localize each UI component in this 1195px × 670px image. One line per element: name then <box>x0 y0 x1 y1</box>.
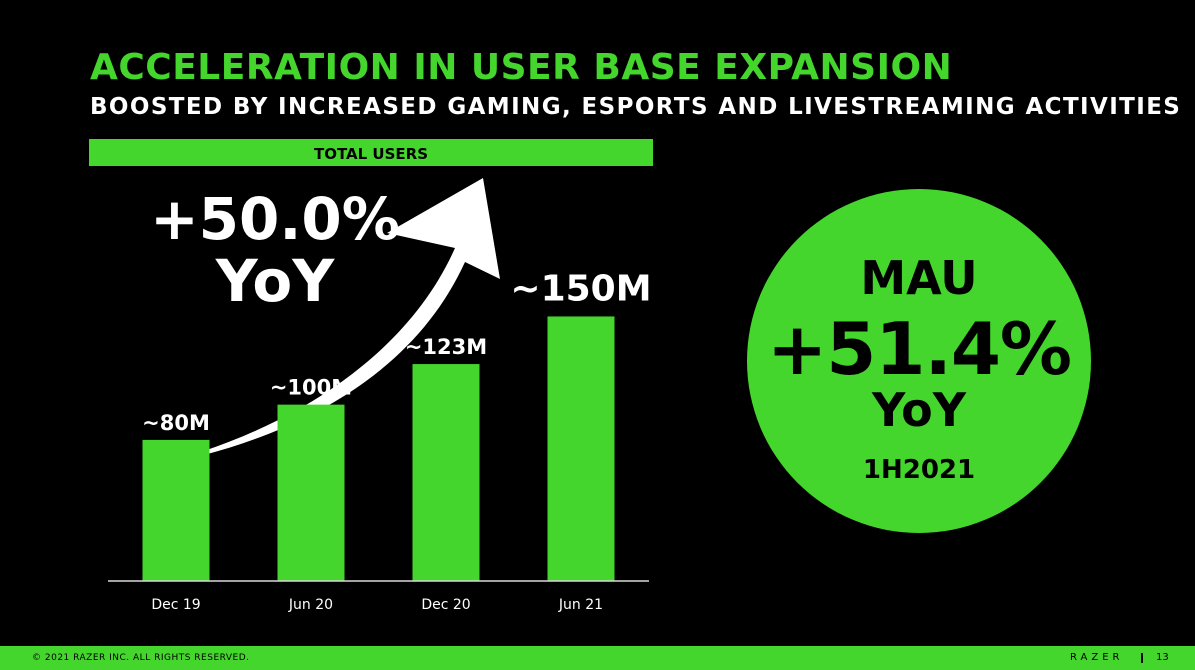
mau-yoy-label: YoY <box>872 383 966 437</box>
bar-3 <box>547 316 615 581</box>
bar-data-label-0: ~80M <box>142 411 210 435</box>
mau-circle: MAU +51.4% YoY 1H2021 <box>747 189 1091 533</box>
bar-data-label-1: ~100M <box>270 376 352 400</box>
chart-data-labels: ~80M ~100M ~123M ~150M <box>142 268 651 434</box>
chart-x-tick-labels: Dec 19 Jun 20 Dec 20 Jun 21 <box>151 597 603 613</box>
growth-arrow-icon <box>146 178 500 468</box>
brand-logo-text: RAZER <box>1070 652 1124 663</box>
x-tick-label-1: Jun 20 <box>288 597 333 613</box>
chart-title: TOTAL USERS <box>314 145 428 163</box>
chart-bars <box>142 316 615 581</box>
page-title: ACCELERATION IN USER BASE EXPANSION <box>90 47 953 88</box>
footer-separator <box>1141 653 1143 663</box>
bar-1 <box>277 404 345 581</box>
yoy-growth-callout: +50.0% YoY <box>150 188 400 312</box>
bar-0 <box>142 439 210 581</box>
copyright-text: © 2021 RAZER INC. ALL RIGHTS RESERVED. <box>32 653 250 663</box>
yoy-growth-value: +50.0% <box>150 185 400 253</box>
x-tick-label-3: Jun 21 <box>558 597 603 613</box>
page-subtitle: BOOSTED BY INCREASED GAMING, ESPORTS AND… <box>90 94 1182 120</box>
page-number: 13 <box>1156 652 1169 663</box>
mau-growth-value: +51.4% <box>766 307 1072 391</box>
bar-data-label-3: ~150M <box>510 268 651 309</box>
footer-bar: © 2021 RAZER INC. ALL RIGHTS RESERVED. R… <box>0 646 1195 670</box>
x-tick-label-0: Dec 19 <box>151 597 200 613</box>
mau-label: MAU <box>860 251 978 305</box>
mau-period: 1H2021 <box>862 455 976 485</box>
yoy-growth-label: YoY <box>215 247 335 315</box>
bar-data-label-2: ~123M <box>405 335 487 359</box>
x-tick-label-2: Dec 20 <box>421 597 470 613</box>
chart-title-banner <box>89 139 653 166</box>
bar-2 <box>412 364 480 581</box>
